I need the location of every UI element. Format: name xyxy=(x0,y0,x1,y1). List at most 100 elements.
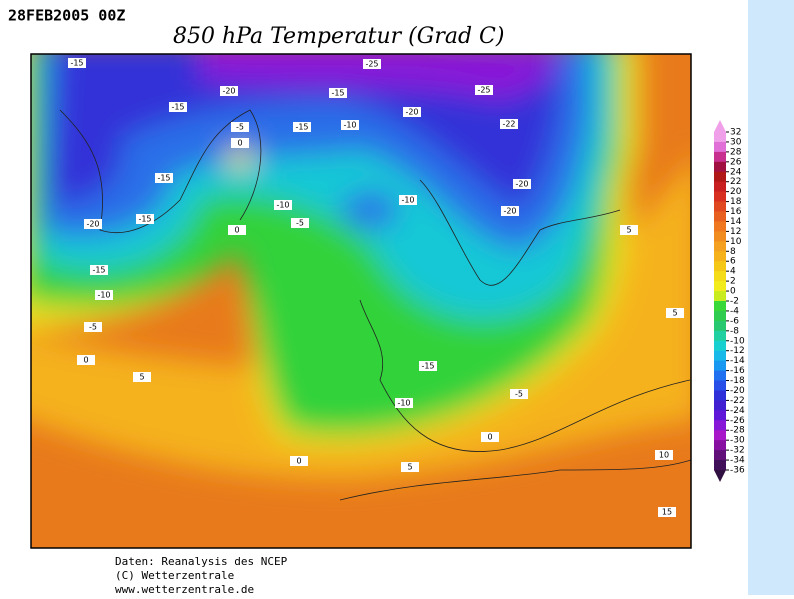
colorbar-segment xyxy=(714,440,726,451)
colorbar-label: -24 xyxy=(730,406,745,416)
colorbar-segment xyxy=(714,310,726,322)
contour-label: 5 xyxy=(672,309,677,318)
label-box xyxy=(501,206,519,216)
label-box xyxy=(291,218,309,228)
contour-label: -20 xyxy=(503,207,516,216)
colorbar-label: -36 xyxy=(730,466,745,476)
colorbar-segment xyxy=(714,201,726,213)
colorbar-segment xyxy=(714,261,726,272)
contour-label: -10 xyxy=(397,399,410,408)
label-box xyxy=(136,214,154,224)
colorbar-segment xyxy=(714,360,726,372)
label-box xyxy=(655,450,673,460)
label-box xyxy=(513,179,531,189)
colorbar-segment xyxy=(714,171,726,183)
label-box xyxy=(231,122,249,132)
colorbar-label: 32 xyxy=(730,128,741,138)
label-box xyxy=(500,119,518,129)
contour-label: -15 xyxy=(92,266,105,275)
date-label: 28FEB2005 00Z xyxy=(8,7,125,25)
contour-label: 15 xyxy=(662,508,672,517)
contour-label: -15 xyxy=(331,89,344,98)
colorbar-label: 8 xyxy=(730,247,736,257)
temperature-field xyxy=(31,54,691,548)
colorbar-segment xyxy=(714,430,726,441)
label-box xyxy=(290,456,308,466)
contour-label: -10 xyxy=(97,291,110,300)
colorbar-segment xyxy=(714,281,726,292)
colorbar-label: -20 xyxy=(730,386,745,396)
colorbar-segment xyxy=(714,141,726,153)
label-box xyxy=(658,507,676,517)
map-frame xyxy=(30,53,692,549)
colorbar-segment xyxy=(714,420,726,431)
footer-line: (C) Wetterzentrale xyxy=(115,569,234,582)
colorbar-label: -18 xyxy=(730,376,745,386)
colorbar-segment xyxy=(714,460,726,471)
contour-label: 0 xyxy=(487,433,492,442)
label-box xyxy=(620,225,638,235)
label-box xyxy=(666,308,684,318)
label-box xyxy=(84,219,102,229)
colorbar-label: 20 xyxy=(730,187,742,197)
contour-label: -15 xyxy=(138,215,151,224)
contour-label: -15 xyxy=(70,59,83,68)
colorbar-label: -12 xyxy=(730,346,745,356)
label-box xyxy=(419,361,437,371)
colorbar-label: 16 xyxy=(730,207,742,217)
contour-label: -5 xyxy=(236,123,244,132)
colorbar-label: -32 xyxy=(730,446,745,456)
contour-label: 5 xyxy=(407,463,412,472)
colorbar-segment xyxy=(714,340,726,352)
coastlines xyxy=(59,109,691,501)
label-box xyxy=(84,322,102,332)
label-box xyxy=(475,85,493,95)
contour-label: -20 xyxy=(86,220,99,229)
colorbar-label: 30 xyxy=(730,137,742,147)
label-box xyxy=(155,173,173,183)
colorbar-label: 2 xyxy=(730,277,736,287)
contour-label: -20 xyxy=(222,87,235,96)
contour-label: 5 xyxy=(139,373,144,382)
label-box xyxy=(329,88,347,98)
label-box xyxy=(363,59,381,69)
label-box xyxy=(403,107,421,117)
contour-label: -10 xyxy=(343,121,356,130)
colorbar-segment xyxy=(714,410,726,421)
colorbar-label: 24 xyxy=(730,167,742,177)
colorbar-segment xyxy=(714,151,726,163)
colorbar-label: -6 xyxy=(730,316,739,326)
contour-label: -15 xyxy=(171,103,184,112)
colorbar-segment xyxy=(714,330,726,342)
colorbar-segment xyxy=(714,211,726,222)
label-box xyxy=(481,432,499,442)
label-box xyxy=(228,225,246,235)
contour-label: -5 xyxy=(515,390,523,399)
colorbar-label: 4 xyxy=(730,267,736,277)
colorbar-segment xyxy=(714,191,726,203)
colorbar-label: -4 xyxy=(730,306,739,316)
colorbar-segment xyxy=(714,380,726,391)
contour-label: -25 xyxy=(365,60,378,69)
colorbar-segment xyxy=(714,350,726,362)
label-box xyxy=(68,58,86,68)
colorbar-label: 28 xyxy=(730,147,742,157)
colorbar-label: 22 xyxy=(730,177,741,187)
colorbar-segment xyxy=(714,400,726,411)
colorbar-label: -34 xyxy=(730,456,745,466)
contour-label: 0 xyxy=(237,139,242,148)
contour-label: -10 xyxy=(401,196,414,205)
colorbar-segment xyxy=(714,370,726,382)
label-box xyxy=(133,372,151,382)
contour-label: -22 xyxy=(502,120,515,129)
colorbar-segment xyxy=(714,301,726,312)
colorbar-label: 26 xyxy=(730,157,742,167)
contour-label: -15 xyxy=(421,362,434,371)
contour-label: 0 xyxy=(83,356,88,365)
label-box xyxy=(169,102,187,112)
colorbar-label: -2 xyxy=(730,297,739,307)
colorbar-label: -28 xyxy=(730,426,745,436)
contour-label: 0 xyxy=(296,457,301,466)
contour-label: 0 xyxy=(234,226,239,235)
colorbar-label: -26 xyxy=(730,416,745,426)
